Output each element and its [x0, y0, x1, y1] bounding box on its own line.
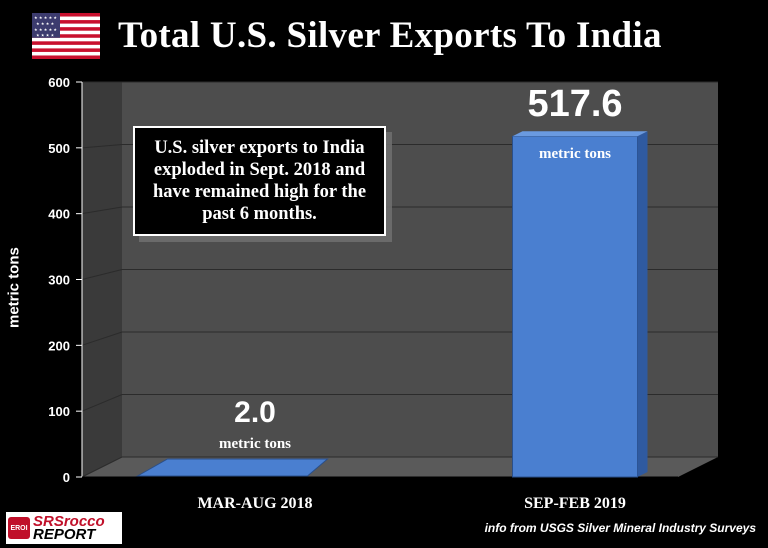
bar-side [637, 131, 648, 477]
logo-line1: SRSrocco [33, 513, 105, 530]
svg-text:★ ★ ★ ★ ★: ★ ★ ★ ★ ★ [34, 15, 57, 20]
bar-group: 2.0 metric tons [135, 396, 329, 477]
source-note: info from USGS Silver Mineral Industry S… [484, 521, 756, 535]
chart-side-wall [82, 82, 122, 477]
y-tick-label: 500 [48, 141, 70, 156]
bar-top [512, 131, 648, 137]
bar [135, 458, 329, 477]
y-axis-label: metric tons [5, 247, 23, 328]
x-tick-label: MAR-AUG 2018 [197, 495, 312, 512]
data-unit-label: metric tons [219, 436, 291, 452]
bar [512, 135, 638, 478]
logo-line2: REPORT [33, 526, 96, 543]
y-tick-label: 600 [48, 75, 70, 90]
y-tick-label: 200 [48, 338, 70, 353]
bar-group: 517.6 metric tons [512, 83, 648, 478]
y-tick-label: 400 [48, 207, 70, 222]
data-label: 2.0 [234, 396, 276, 429]
eroi-badge-icon: EROI [8, 517, 30, 539]
y-tick-label: 100 [48, 404, 70, 419]
annotation-box: U.S. silver exports to India exploded in… [133, 126, 386, 236]
data-unit-label: metric tons [539, 146, 611, 162]
us-flag-icon: ★ ★ ★ ★ ★ ★ ★ ★ ★ ★ ★ ★ ★ ★ ★ ★ ★ ★ [32, 13, 100, 59]
x-tick-label: SEP-FEB 2019 [524, 495, 626, 512]
data-label: 517.6 [527, 83, 622, 125]
svg-text:★ ★ ★ ★: ★ ★ ★ ★ [36, 21, 55, 26]
chart-title: Total U.S. Silver Exports To India [118, 15, 662, 56]
srsrocco-report-logo: EROI SRSrocco REPORT [6, 512, 122, 544]
y-tick-label: 300 [48, 273, 70, 288]
svg-text:★ ★ ★ ★ ★: ★ ★ ★ ★ ★ [34, 27, 57, 32]
y-tick-label: 0 [63, 470, 70, 485]
svg-text:★ ★ ★ ★: ★ ★ ★ ★ [36, 33, 55, 38]
